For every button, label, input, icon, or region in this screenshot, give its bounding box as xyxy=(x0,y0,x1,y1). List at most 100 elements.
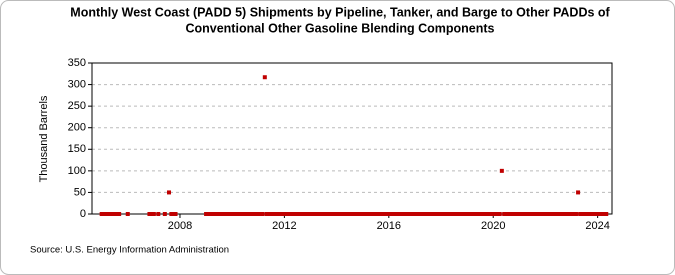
point xyxy=(486,212,491,216)
point xyxy=(275,212,280,216)
point xyxy=(425,212,430,216)
point xyxy=(212,212,217,216)
point xyxy=(408,212,413,216)
point xyxy=(517,212,522,216)
point xyxy=(208,212,213,216)
point xyxy=(445,212,450,216)
point xyxy=(284,212,289,216)
point xyxy=(528,212,533,216)
point xyxy=(169,212,174,216)
point xyxy=(587,212,592,216)
point xyxy=(439,212,444,216)
point xyxy=(291,212,296,216)
point xyxy=(256,212,261,216)
point xyxy=(456,212,461,216)
point xyxy=(336,212,341,216)
point xyxy=(428,212,433,216)
point xyxy=(465,212,470,216)
point xyxy=(286,212,291,216)
point xyxy=(362,212,367,216)
point xyxy=(415,212,419,216)
point xyxy=(299,212,304,216)
point xyxy=(315,212,320,216)
point xyxy=(463,212,468,216)
point xyxy=(493,212,498,216)
point xyxy=(600,212,605,216)
point xyxy=(406,212,411,216)
point xyxy=(221,212,226,216)
point xyxy=(347,212,352,216)
point xyxy=(452,212,457,216)
point xyxy=(147,212,152,216)
point xyxy=(573,212,578,216)
point xyxy=(443,212,448,216)
point xyxy=(288,212,293,216)
point xyxy=(232,212,237,216)
point xyxy=(234,212,239,216)
point xyxy=(536,212,541,216)
point xyxy=(491,212,496,216)
point xyxy=(549,212,554,216)
y-tick-label: 300 xyxy=(68,78,86,90)
point xyxy=(547,212,552,216)
x-tick-label: 2008 xyxy=(168,220,192,232)
point xyxy=(410,212,415,216)
point xyxy=(356,212,361,216)
point xyxy=(421,212,426,216)
point xyxy=(467,212,472,216)
point xyxy=(206,212,211,216)
point xyxy=(541,212,546,216)
point xyxy=(321,212,326,216)
point xyxy=(301,212,306,216)
y-tick-label: 50 xyxy=(74,186,86,198)
point xyxy=(504,212,509,216)
point xyxy=(310,212,315,216)
point xyxy=(328,212,333,216)
x-tick-label: 2012 xyxy=(272,220,296,232)
point xyxy=(558,212,563,216)
point xyxy=(386,212,391,216)
point xyxy=(523,212,528,216)
point xyxy=(99,212,104,216)
point xyxy=(589,212,594,216)
point xyxy=(297,212,302,216)
point xyxy=(391,212,396,216)
point xyxy=(204,212,209,216)
point xyxy=(384,212,389,216)
point xyxy=(293,212,298,216)
point xyxy=(219,212,224,216)
y-tick-label: 150 xyxy=(68,143,86,155)
point xyxy=(339,212,344,216)
point xyxy=(308,212,313,216)
point xyxy=(162,212,167,216)
point xyxy=(280,212,285,216)
point xyxy=(401,212,406,216)
point xyxy=(295,212,300,216)
point xyxy=(247,212,252,216)
point xyxy=(282,212,287,216)
chart-title: Conventional Other Gasoline Blending Com… xyxy=(185,21,494,35)
point xyxy=(375,212,380,216)
point xyxy=(512,212,517,216)
point xyxy=(454,212,459,216)
point xyxy=(217,212,222,216)
point xyxy=(306,212,311,216)
point xyxy=(591,212,596,216)
point xyxy=(171,212,176,216)
point xyxy=(230,212,235,216)
point xyxy=(360,212,365,216)
point xyxy=(434,212,439,216)
point xyxy=(480,212,485,216)
point xyxy=(269,212,274,216)
point xyxy=(593,212,598,216)
y-tick-label: 100 xyxy=(68,165,86,177)
x-tick-label: 2024 xyxy=(585,220,609,232)
point xyxy=(580,212,585,216)
point xyxy=(101,212,106,216)
y-tick-label: 350 xyxy=(68,57,86,69)
point xyxy=(569,212,574,216)
point xyxy=(117,212,122,216)
point xyxy=(352,212,357,216)
point xyxy=(602,212,607,216)
